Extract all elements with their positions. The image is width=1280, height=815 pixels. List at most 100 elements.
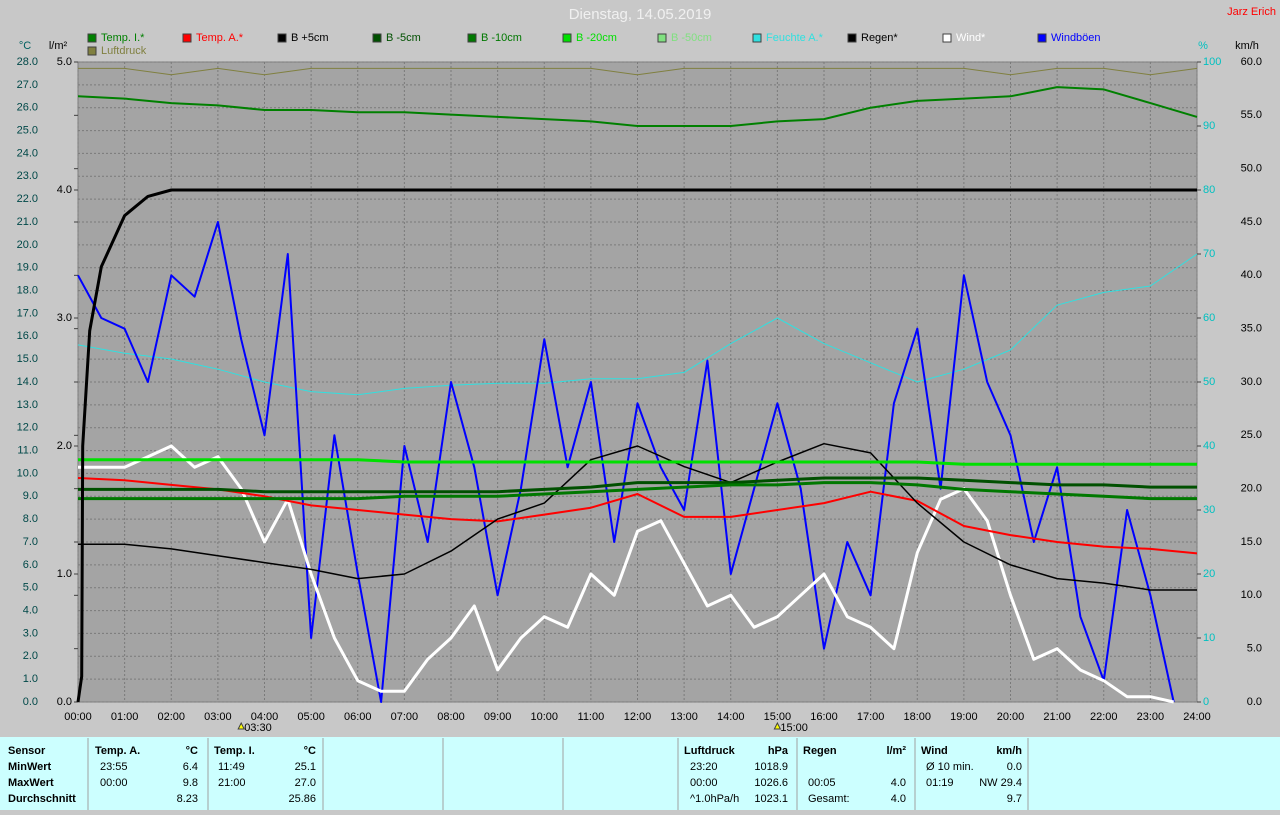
legend-swatch <box>87 46 97 56</box>
y-tick-label: 55.0 <box>1241 109 1262 121</box>
legend-swatch <box>182 33 192 43</box>
y-tick-label: 25.0 <box>17 124 38 136</box>
x-tick-label: 01:00 <box>111 711 139 723</box>
y-tick-label: 10.0 <box>17 467 38 479</box>
y-tick-label: 8.0 <box>23 513 38 525</box>
author: Jarz Erich <box>1227 6 1276 18</box>
y-tick-label: 12.0 <box>17 422 38 434</box>
legend-label: B -10cm <box>481 32 522 44</box>
annotation-marker <box>773 721 782 730</box>
legend-label: B +5cm <box>291 32 329 44</box>
y-tick-label: 45.0 <box>1241 216 1262 228</box>
y-tick-label: 24.0 <box>17 147 38 159</box>
cell-time: Ø 10 min. <box>926 761 974 773</box>
x-tick-label: 24:00 <box>1183 711 1211 723</box>
cell-value: 0.0 <box>1007 761 1022 773</box>
column-unit: l/m² <box>886 745 906 757</box>
x-tick-label: 20:00 <box>997 711 1025 723</box>
column-unit: hPa <box>768 745 789 757</box>
legend-label: Wind* <box>956 32 986 44</box>
y-tick-label: 19.0 <box>17 262 38 274</box>
y-tick-label: 15.0 <box>1241 536 1262 548</box>
y4-axis-title: km/h <box>1235 40 1259 52</box>
x-tick-label: 08:00 <box>437 711 465 723</box>
column-unit: °C <box>304 745 316 757</box>
y-tick-label: 1.0 <box>23 673 38 685</box>
stats-background <box>0 737 1280 810</box>
y-tick-label: 15.0 <box>17 353 38 365</box>
y-tick-label: 20.0 <box>1241 483 1262 495</box>
legend-swatch <box>277 33 287 43</box>
series-line <box>78 444 1175 704</box>
legend-swatch <box>562 33 572 43</box>
annotation-label: 03:30 <box>244 722 272 734</box>
row-label: MaxWert <box>8 777 54 789</box>
cell-value: NW 29.4 <box>979 777 1022 789</box>
y-tick-label: 10 <box>1203 632 1215 644</box>
cell-time: 21:00 <box>218 777 246 789</box>
cell-value: 6.4 <box>183 761 198 773</box>
legend-swatch <box>657 33 667 43</box>
legend-label: Temp. A.* <box>196 32 244 44</box>
y-tick-label: 20.0 <box>17 239 38 251</box>
y-tick-label: 4.0 <box>57 184 72 196</box>
y-tick-label: 28.0 <box>17 56 38 68</box>
y2-axis-title: l/m² <box>49 40 68 52</box>
cell-value: 4.0 <box>891 793 906 805</box>
y-tick-label: 90 <box>1203 120 1215 132</box>
y-tick-label: 50 <box>1203 376 1215 388</box>
table-header: Sensor <box>8 745 46 757</box>
cell-value: 27.0 <box>295 777 316 789</box>
column-header: Luftdruck <box>684 745 736 757</box>
y-tick-label: 0 <box>1203 696 1209 708</box>
x-tick-label: 12:00 <box>624 711 652 723</box>
x-tick-label: 05:00 <box>297 711 325 723</box>
y-tick-label: 6.0 <box>23 559 38 571</box>
legend-label: B -20cm <box>576 32 617 44</box>
cell-value: 25.86 <box>288 793 316 805</box>
x-tick-label: 11:00 <box>578 711 605 723</box>
cell-value: 1018.9 <box>754 761 788 773</box>
cell-time: 00:00 <box>100 777 128 789</box>
cell-value: 1026.6 <box>754 777 788 789</box>
column-unit: km/h <box>996 745 1022 757</box>
x-tick-label: 16:00 <box>810 711 838 723</box>
cell-time: 23:20 <box>690 761 718 773</box>
y3-axis-title: % <box>1198 40 1208 52</box>
y-tick-label: 30.0 <box>1241 376 1262 388</box>
x-tick-label: 22:00 <box>1090 711 1118 723</box>
x-tick-label: 23:00 <box>1137 711 1165 723</box>
cell-time: 11:49 <box>218 761 245 773</box>
series-line <box>76 188 1197 703</box>
x-tick-label: 19:00 <box>950 711 978 723</box>
cell-value: 25.1 <box>295 761 316 773</box>
x-tick-label: 04:00 <box>251 711 279 723</box>
annotation-marker <box>237 721 245 730</box>
y-tick-label: 80 <box>1203 184 1215 196</box>
legend-label: Windböen <box>1051 32 1101 44</box>
y-tick-label: 0.0 <box>23 696 38 708</box>
series-line <box>77 221 1175 703</box>
cell-time: ^1.0hPa/h <box>690 793 739 805</box>
x-tick-label: 13:00 <box>670 711 698 723</box>
y-axis-title: °C <box>19 40 31 52</box>
legend-label: Temp. I.* <box>101 32 145 44</box>
y-tick-label: 21.0 <box>17 216 38 228</box>
series-line <box>77 477 1198 555</box>
y-tick-label: 2.0 <box>57 440 72 452</box>
y-tick-label: 100 <box>1203 56 1221 68</box>
legend-label: B -5cm <box>386 32 421 44</box>
y-tick-label: 5.0 <box>23 582 38 594</box>
y-tick-label: 35.0 <box>1241 323 1262 335</box>
series-line <box>78 67 1198 76</box>
x-tick-label: 15:00 <box>764 711 792 723</box>
x-tick-label: 07:00 <box>391 711 419 723</box>
x-tick-label: 14:00 <box>717 711 745 723</box>
y-tick-label: 60 <box>1203 312 1215 324</box>
cell-value: 8.23 <box>177 793 198 805</box>
y-tick-label: 11.0 <box>17 444 38 456</box>
y-tick-label: 40.0 <box>1241 269 1262 281</box>
y-tick-label: 7.0 <box>23 536 38 548</box>
